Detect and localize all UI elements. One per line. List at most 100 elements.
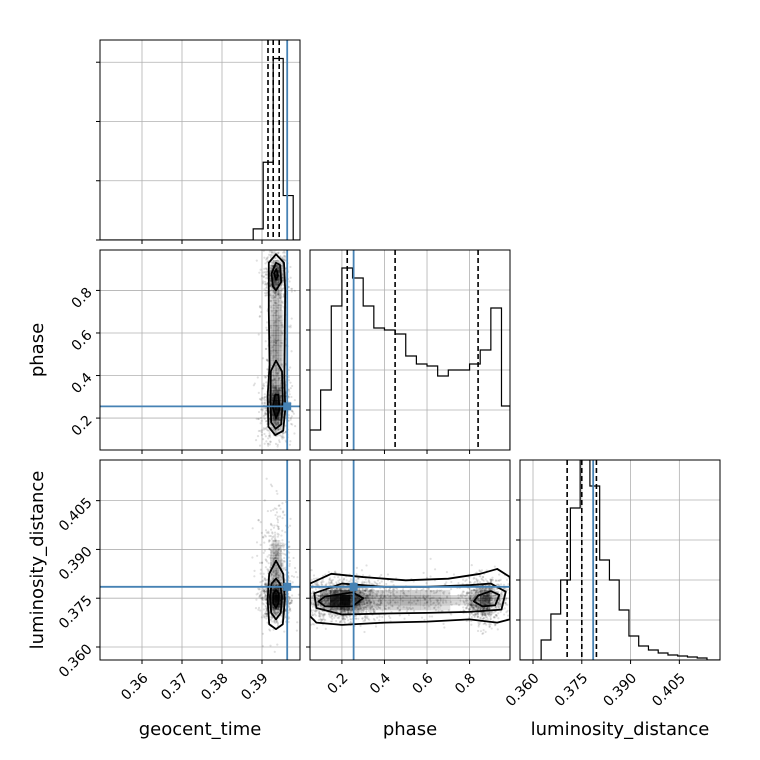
sample-point [272,252,275,255]
sample-point [265,286,268,290]
sample-point [259,572,262,575]
sample-point [276,266,280,269]
sample-point [316,604,319,607]
density-cell [280,410,282,416]
sample-point [284,608,287,612]
density-cell [276,345,279,351]
sample-point [435,590,438,593]
sample-point [281,326,284,329]
sample-point [280,264,284,267]
sample-point [276,372,279,375]
sample-point [263,595,266,599]
sample-point [269,266,273,270]
sample-point [280,558,283,561]
sample-point [277,280,281,284]
sample-point [272,539,275,542]
sample-point [272,583,275,586]
sample-point [289,381,292,384]
sample-point [276,587,279,590]
sample-point [475,590,478,593]
sample-point [271,587,274,590]
density-cell [276,280,279,286]
sample-point [289,387,292,390]
sample-point [284,609,287,613]
sample-point [422,604,425,607]
sample-point [276,492,279,495]
sample-point [448,592,451,595]
sample-point [278,574,281,578]
sample-point [266,359,270,362]
sample-point [316,581,319,584]
sample-point [494,579,497,582]
sample-point [375,593,378,596]
sample-point [264,427,267,430]
sample-point [271,251,274,254]
sample-point [332,590,335,593]
density-cell [271,390,274,396]
density-cell [280,340,282,346]
sample-point [277,605,280,608]
sample-point [374,581,377,585]
sample-point [275,610,279,614]
density-cell [273,415,276,421]
sample-point [264,583,268,586]
sample-point [275,387,278,391]
sample-point [359,607,362,610]
sample-point [388,615,391,618]
sample-point [357,617,360,620]
sample-point [290,287,293,290]
density-cell [271,335,274,341]
sample-point [274,550,277,554]
sample-point [363,589,367,592]
sample-point [272,628,275,631]
sample-point [452,573,456,576]
sample-point [264,610,268,613]
sample-point [487,592,490,596]
sample-point [266,509,269,513]
density-cell [281,565,284,571]
sample-point [275,489,278,493]
density-cell [271,295,274,301]
density-cell [273,275,276,281]
sample-point [273,531,277,534]
density-cell [273,375,276,381]
density-cell [275,420,277,426]
sample-point [489,602,493,605]
sample-point [326,593,329,596]
density-cell [276,380,279,386]
sample-point [360,569,364,572]
sample-point [364,605,367,609]
sample-point [263,582,267,585]
panel-plot-area [310,460,510,660]
sample-point [270,263,273,267]
sample-point [466,592,469,595]
sample-point [274,340,277,343]
sample-point [278,389,281,392]
sample-point [328,589,331,592]
sample-point [263,577,266,580]
sample-point [343,578,346,581]
sample-point [317,603,320,606]
sample-point [415,602,418,605]
sample-point [289,326,292,329]
sample-point [262,588,265,592]
sample-point [478,588,481,591]
sample-point [320,612,323,615]
sample-point [263,402,266,405]
sample-point [428,597,432,601]
sample-point [277,251,280,255]
sample-point [262,603,265,606]
sample-point [284,255,287,259]
sample-point [276,551,279,554]
sample-point [271,532,274,535]
sample-point [275,309,278,313]
sample-point [275,573,278,576]
sample-point [265,326,268,329]
density-cell [273,305,276,311]
density-cell [271,410,274,416]
sample-point [494,613,497,617]
sample-point [336,591,339,594]
density-cell [276,365,279,371]
sample-point [439,597,443,600]
sample-point [370,596,373,599]
